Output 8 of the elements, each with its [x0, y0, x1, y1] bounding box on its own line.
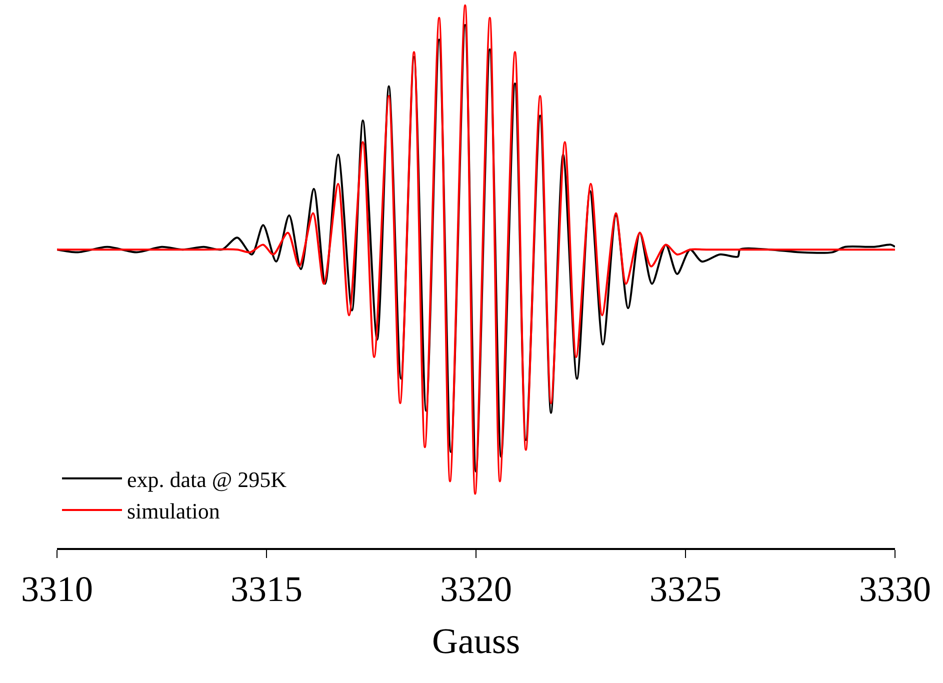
legend-label: simulation [127, 498, 220, 524]
legend-label: exp. data @ 295K [127, 466, 287, 492]
x-tick-label: 3310 [21, 568, 93, 609]
x-axis-title: Gauss [432, 621, 520, 662]
x-tick-label: 3320 [440, 568, 512, 609]
x-tick-label: 3325 [650, 568, 722, 609]
x-tick-label: 3315 [230, 568, 302, 609]
x-tick-label: 3330 [859, 568, 931, 609]
